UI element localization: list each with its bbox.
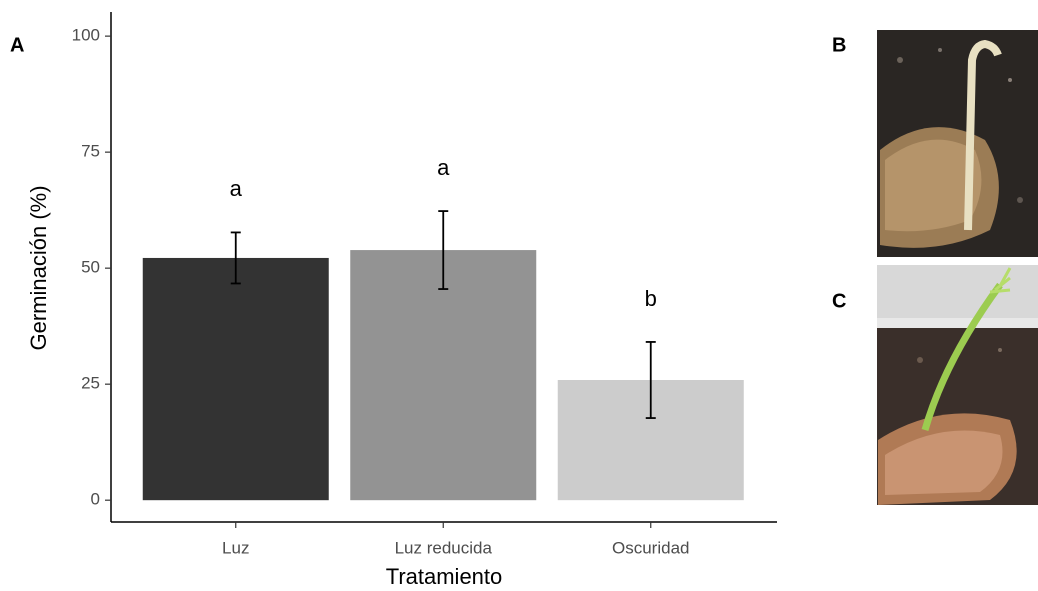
y-tick-label: 50: [81, 258, 100, 277]
y-axis-title: Germinación (%): [26, 185, 51, 350]
bar: [142, 257, 329, 501]
photo-c: [877, 265, 1038, 505]
photo-b: [877, 30, 1038, 257]
panel-label: C: [832, 290, 846, 312]
x-tick-label: Luz reducida: [395, 538, 493, 557]
y-tick-label: 0: [91, 490, 100, 509]
x-axis-title: Tratamiento: [386, 564, 503, 589]
significance-letter: a: [437, 155, 450, 180]
bar: [350, 250, 537, 501]
panel-label: B: [832, 34, 846, 56]
y-tick-label: 25: [81, 374, 100, 393]
y-tick-label: 75: [81, 142, 100, 161]
x-tick-label: Oscuridad: [612, 538, 689, 557]
panel-label: A: [10, 34, 24, 56]
x-tick-label: Luz: [222, 538, 249, 557]
significance-letter: b: [645, 286, 657, 311]
significance-letter: a: [230, 176, 243, 201]
y-tick-label: 100: [72, 26, 100, 45]
